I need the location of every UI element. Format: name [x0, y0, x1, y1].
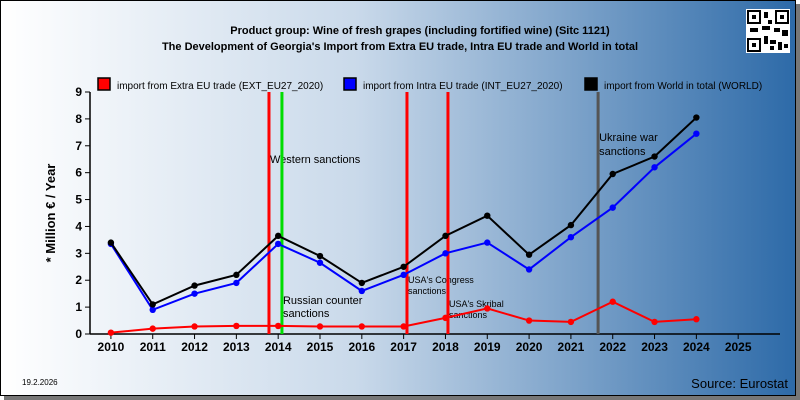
- x-tick-label: 2018: [432, 340, 459, 354]
- x-tick-label: 2010: [98, 340, 125, 354]
- point: [609, 170, 616, 178]
- point: [651, 153, 658, 160]
- x-tick-label: 2011: [140, 340, 166, 354]
- date: 19.2.2026: [22, 378, 58, 387]
- point: [400, 263, 407, 270]
- point: [233, 279, 240, 287]
- point: [693, 316, 700, 323]
- point: [274, 322, 282, 330]
- annotation-text: USA's Skribal sanctions: [448, 299, 504, 320]
- point: [149, 301, 156, 308]
- point: [693, 114, 700, 121]
- legend-swatch: [584, 77, 598, 91]
- point: [191, 282, 198, 289]
- annotation-text: Russian counter sanctions: [282, 295, 363, 321]
- point: [693, 130, 700, 137]
- annotation-text: Ukraine war sanctions: [599, 132, 658, 158]
- source: Source: Eurostat: [691, 376, 788, 391]
- qr-code: [746, 9, 790, 53]
- point: [233, 271, 240, 279]
- x-tick-label: 2025: [725, 340, 752, 354]
- chart-subtitle: The Development of Georgia's Import from…: [162, 41, 638, 53]
- shadow: [796, 4, 800, 400]
- point: [149, 325, 156, 332]
- legend-label: import from World in total (WORLD): [604, 81, 762, 92]
- point: [609, 298, 616, 305]
- point: [442, 314, 449, 322]
- point: [274, 240, 282, 248]
- y-tick-label: 4: [75, 219, 82, 233]
- point: [567, 234, 575, 241]
- point: [107, 329, 115, 336]
- y-tick-label: 7: [75, 139, 82, 153]
- x-tick-label: 2017: [390, 340, 417, 354]
- point: [191, 290, 198, 297]
- annotation: Russian counter sanctions: [282, 295, 363, 321]
- point: [567, 221, 575, 229]
- y-tick-label: 0: [75, 327, 82, 341]
- point: [191, 323, 198, 330]
- x-tick-label: 2023: [641, 340, 668, 354]
- y-axis-label: * Million € / Year: [43, 164, 58, 263]
- y-tick-label: 5: [75, 193, 82, 207]
- point: [358, 287, 366, 295]
- y-tick-label: 3: [75, 246, 82, 260]
- shadow: [4, 396, 800, 400]
- legend-label: import from Extra EU trade (EXT_EU27_202…: [117, 81, 323, 92]
- point: [233, 322, 240, 330]
- point: [316, 323, 324, 330]
- point: [525, 266, 533, 273]
- annotation: Ukraine war sanctions: [599, 132, 658, 158]
- annotation-text: USA's Congress sanctions: [407, 274, 474, 296]
- point: [609, 204, 616, 211]
- x-tick-label: 2020: [516, 340, 543, 354]
- x-tick-label: 2024: [683, 340, 710, 354]
- point: [651, 318, 658, 326]
- y-tick-label: 8: [75, 112, 82, 126]
- y-tick-label: 6: [75, 166, 82, 180]
- x-tick-label: 2015: [307, 340, 334, 354]
- point: [442, 232, 449, 240]
- annotation: USA's Congress sanctions: [407, 274, 474, 296]
- x-tick-label: 2014: [265, 340, 292, 354]
- chart-title: Product group: Wine of fresh grapes (inc…: [230, 25, 610, 37]
- annotation-text: Western sanctions: [269, 153, 361, 166]
- point: [484, 305, 491, 312]
- legend-swatch: [343, 77, 357, 91]
- point: [400, 271, 407, 279]
- y-tick-label: 1: [75, 300, 82, 314]
- point: [567, 318, 575, 326]
- point: [484, 239, 491, 246]
- point: [358, 323, 366, 330]
- point: [651, 164, 658, 171]
- point: [442, 250, 449, 257]
- x-tick-label: 2019: [474, 340, 501, 354]
- point: [316, 259, 324, 266]
- annotation: Western sanctions: [269, 153, 361, 166]
- point: [149, 306, 156, 313]
- legend-swatch: [97, 77, 111, 91]
- x-tick-label: 2016: [348, 340, 375, 354]
- x-tick-label: 2021: [558, 340, 585, 354]
- point: [316, 252, 324, 260]
- y-tick-label: 9: [75, 85, 82, 99]
- legend-label: import from Intra EU trade (INT_EU27_202…: [363, 81, 563, 92]
- x-tick-label: 2012: [181, 340, 208, 354]
- point: [484, 212, 491, 219]
- point: [107, 239, 115, 246]
- y-tick-label: 2: [75, 273, 82, 287]
- point: [525, 317, 533, 324]
- point: [274, 232, 282, 240]
- point: [525, 251, 533, 258]
- annotation: USA's Skribal sanctions: [448, 299, 504, 320]
- x-tick-label: 2013: [223, 340, 250, 354]
- point: [358, 279, 366, 287]
- point: [400, 323, 407, 330]
- x-tick-label: 2022: [599, 340, 626, 354]
